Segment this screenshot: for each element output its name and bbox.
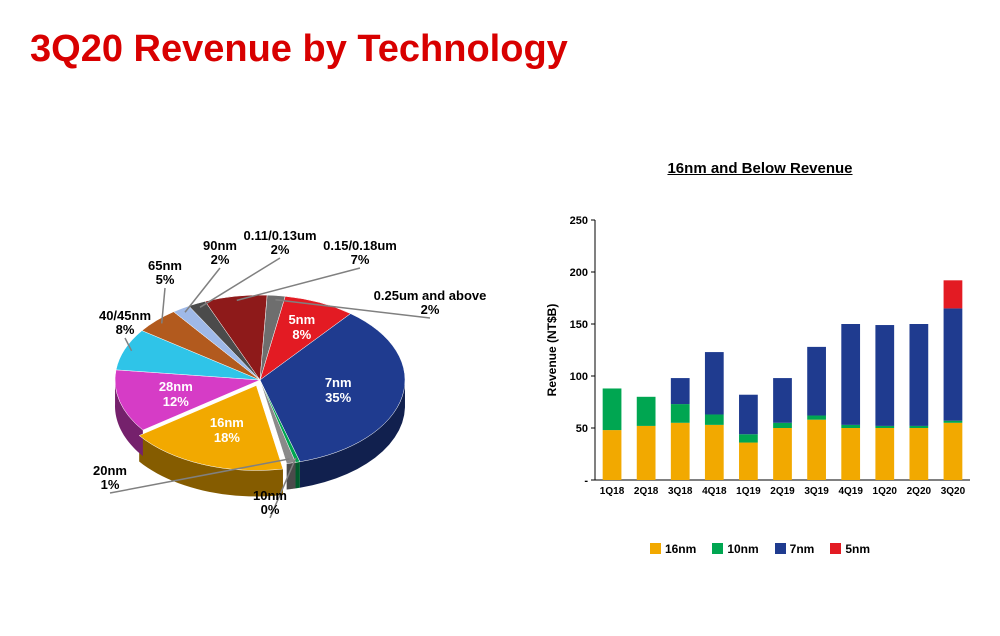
x-tick-label: 3Q18 bbox=[668, 486, 693, 497]
pie-slice-label: 0.15/0.18um bbox=[323, 238, 397, 253]
pie-slice-value: 2% bbox=[271, 242, 290, 257]
legend-item: 10nm bbox=[712, 542, 758, 556]
y-tick-label: - bbox=[584, 475, 588, 487]
y-tick-label: 250 bbox=[570, 215, 588, 227]
bar-segment bbox=[705, 352, 724, 414]
y-tick-label: 50 bbox=[576, 423, 588, 435]
legend-label: 10nm bbox=[727, 542, 758, 556]
bar-segment bbox=[773, 423, 792, 428]
pie-slice-label: 7nm bbox=[325, 375, 352, 390]
x-tick-label: 4Q18 bbox=[702, 486, 727, 497]
bar-segment bbox=[909, 324, 928, 426]
pie-slice-value: 7% bbox=[351, 252, 370, 267]
pie-slice-value: 35% bbox=[325, 390, 351, 405]
x-tick-label: 3Q19 bbox=[804, 486, 829, 497]
bar-segment bbox=[909, 428, 928, 480]
pie-slice-label: 65nm bbox=[148, 258, 182, 273]
pie-slice-side bbox=[296, 462, 300, 489]
pie-slice-label: 10nm bbox=[253, 488, 287, 503]
slide: 3Q20 Revenue by Technology 5nm8%7nm35%10… bbox=[0, 0, 1000, 636]
legend-label: 5nm bbox=[845, 542, 870, 556]
bar-segment bbox=[671, 423, 690, 480]
bar-segment bbox=[671, 378, 690, 404]
pie-slice-value: 1% bbox=[101, 477, 120, 492]
bar-segment bbox=[671, 404, 690, 423]
bar-segment bbox=[841, 428, 860, 480]
y-tick-label: 100 bbox=[570, 371, 588, 383]
pie-slice-label: 40/45nm bbox=[99, 308, 151, 323]
bar-segment bbox=[841, 324, 860, 425]
bar-segment bbox=[807, 416, 826, 420]
legend-swatch bbox=[712, 543, 723, 554]
bar-segment bbox=[875, 426, 894, 428]
bar-segment bbox=[637, 397, 656, 426]
x-tick-label: 2Q18 bbox=[634, 486, 659, 497]
y-axis-label: Revenue (NT$B) bbox=[545, 304, 559, 397]
pie-slice-label: 90nm bbox=[203, 238, 237, 253]
bar-segment bbox=[807, 347, 826, 416]
bar-segment bbox=[739, 434, 758, 442]
bar-segment bbox=[739, 395, 758, 435]
bar-segment bbox=[603, 430, 622, 480]
legend-item: 5nm bbox=[830, 542, 870, 556]
bar-segment bbox=[909, 426, 928, 428]
y-tick-label: 150 bbox=[570, 319, 588, 331]
x-tick-label: 3Q20 bbox=[941, 486, 966, 497]
bar-segment bbox=[944, 423, 963, 480]
y-tick-label: 200 bbox=[570, 267, 588, 279]
bar-segment bbox=[944, 421, 963, 423]
x-tick-label: 2Q20 bbox=[907, 486, 932, 497]
x-tick-label: 1Q19 bbox=[736, 486, 761, 497]
bar-segment bbox=[944, 280, 963, 308]
bar-segment bbox=[944, 308, 963, 420]
bar-segment bbox=[637, 426, 656, 480]
bar-segment bbox=[875, 428, 894, 480]
legend-swatch bbox=[830, 543, 841, 554]
bar-segment bbox=[841, 425, 860, 428]
x-tick-label: 1Q20 bbox=[873, 486, 898, 497]
bar-chart-title: 16nm and Below Revenue bbox=[540, 160, 980, 177]
legend-label: 7nm bbox=[790, 542, 815, 556]
bar-chart: 16nm and Below Revenue - 50 100 150 200 250 Re… bbox=[540, 160, 980, 560]
bar-segment bbox=[705, 425, 724, 480]
bar-segment bbox=[807, 420, 826, 480]
pie-slice-value: 2% bbox=[421, 302, 440, 317]
x-tick-label: 4Q19 bbox=[838, 486, 863, 497]
bar-segment bbox=[875, 325, 894, 426]
pie-slice-value: 12% bbox=[163, 394, 189, 409]
pie-slice-label: 5nm bbox=[288, 312, 315, 327]
pie-slice-label: 0.11/0.13um bbox=[244, 228, 317, 243]
pie-slice-value: 8% bbox=[116, 322, 135, 337]
pie-chart: 5nm8%7nm35%10nm0%20nm1%16nm18%28nm12%40/… bbox=[20, 150, 500, 570]
x-tick-label: 2Q19 bbox=[770, 486, 795, 497]
bar-segment bbox=[603, 388, 622, 430]
pie-slice-label: 28nm bbox=[159, 379, 193, 394]
legend-label: 16nm bbox=[665, 542, 696, 556]
pie-slice-value: 0% bbox=[261, 502, 280, 517]
bar-segment bbox=[739, 443, 758, 480]
pie-slice-value: 5% bbox=[156, 272, 175, 287]
pie-slice-label: 0.25um and above bbox=[374, 288, 487, 303]
bar-segment bbox=[773, 428, 792, 480]
bar-segment bbox=[705, 414, 724, 424]
bar-segment bbox=[773, 378, 792, 423]
legend-item: 7nm bbox=[775, 542, 815, 556]
bar-legend: 16nm 10nm 7nm 5nm bbox=[540, 542, 980, 556]
legend-swatch bbox=[775, 543, 786, 554]
legend-swatch bbox=[650, 543, 661, 554]
page-title: 3Q20 Revenue by Technology bbox=[30, 28, 568, 71]
pie-slice-value: 18% bbox=[214, 430, 240, 445]
x-tick-label: 1Q18 bbox=[600, 486, 625, 497]
pie-slice-label: 16nm bbox=[210, 415, 244, 430]
pie-slice-value: 8% bbox=[292, 327, 311, 342]
legend-item: 16nm bbox=[650, 542, 696, 556]
pie-slice-label: 20nm bbox=[93, 463, 127, 478]
pie-slice-value: 2% bbox=[211, 252, 230, 267]
